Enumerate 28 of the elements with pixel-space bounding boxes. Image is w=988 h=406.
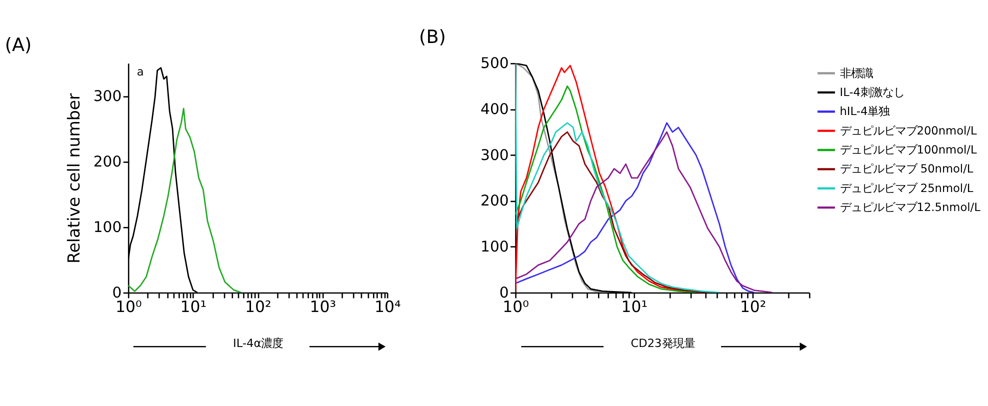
y-tick-label: 300 [480, 146, 509, 164]
y-tick-label: 100 [480, 238, 509, 256]
x-axis-title: CD23発現量 [630, 336, 695, 350]
x-tick-label: 10¹ [180, 297, 207, 316]
y-axis-title: Relative cell number [64, 93, 84, 264]
legend-label: デュピルビマブ 50nmol/L [840, 162, 974, 176]
chart-title: (A) [4, 35, 32, 56]
x-tick-label: 10⁴ [374, 297, 401, 316]
x-tick-label: 10² [244, 297, 272, 316]
legend-label: IL-4刺激なし [840, 84, 905, 99]
y-tick-label: 200 [480, 192, 509, 210]
legend-label: 非標識 [840, 66, 873, 80]
y-tick-label: 400 [480, 100, 509, 118]
legend-label: デュピルビマブ200nmol/L [840, 123, 978, 138]
x-tick-label: 10³ [310, 297, 336, 316]
y-tick-label: 200 [93, 153, 122, 170]
annotation: a [136, 64, 144, 78]
legend-label: デュピルビマブ100nmol/L [840, 142, 978, 156]
x-axis-title: IL-4α濃度 [233, 336, 284, 350]
legend-label: hIL-4単独 [840, 104, 890, 118]
legend-label: デュピルビマブ 25nmol/L [840, 180, 974, 195]
legend-label: デュピルビマブ12.5nmol/L [840, 200, 982, 214]
chart-title: (B) [419, 27, 446, 48]
y-tick-label: 500 [480, 55, 509, 72]
x-tick-label: 10² [740, 297, 766, 316]
y-tick-label: 100 [93, 218, 122, 236]
x-tick-label: 10¹ [621, 297, 648, 316]
y-tick-label: 300 [93, 88, 122, 105]
